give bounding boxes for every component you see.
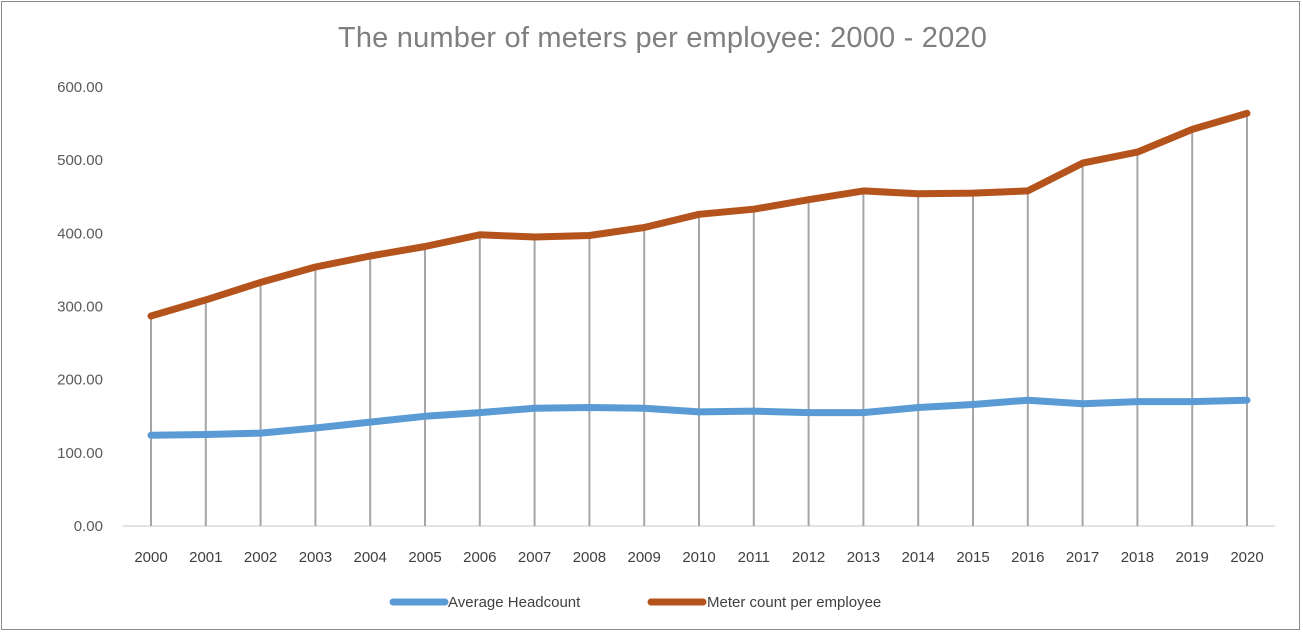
legend-label: Average Headcount [448, 594, 581, 611]
y-tick-label: 400.00 [57, 225, 103, 242]
series-line-1 [147, 396, 1251, 439]
x-tick-label: 2002 [244, 549, 277, 566]
x-tick-label: 2011 [738, 549, 770, 566]
x-tick-label: 2007 [518, 549, 551, 566]
x-tick-label: 2006 [463, 549, 496, 566]
x-tick-label: 2003 [299, 549, 332, 566]
x-tick-label: 2008 [573, 549, 606, 566]
x-tick-label: 2012 [792, 549, 825, 566]
x-tick-label: 2020 [1230, 549, 1263, 566]
x-tick-label: 2017 [1066, 549, 1099, 566]
series-line-2 [147, 109, 1251, 320]
legend: Average Headcount Meter count per employe… [389, 594, 881, 611]
x-tick-label: 2005 [408, 549, 441, 566]
y-tick-label: 600.00 [57, 79, 103, 96]
x-tick-label: 2016 [1011, 549, 1044, 566]
x-tick-label: 2009 [628, 549, 661, 566]
x-tick-label: 2014 [902, 549, 935, 566]
x-tick-label: 2013 [847, 549, 880, 566]
x-tick-label: 2004 [354, 549, 387, 566]
y-tick-label: 500.00 [57, 152, 103, 169]
x-tick-label: 2000 [134, 549, 167, 566]
x-tick-label: 2019 [1176, 549, 1209, 566]
x-tick-label: 2015 [956, 549, 989, 566]
x-tick-label: 2010 [682, 549, 715, 566]
y-tick-label: 100.00 [57, 445, 103, 462]
y-tick-label: 0.00 [74, 518, 103, 535]
y-tick-label: 200.00 [57, 372, 103, 389]
x-tick-label: 2001 [189, 549, 222, 566]
series-layer [147, 109, 1251, 439]
y-tick-label: 300.00 [57, 299, 103, 316]
drop-lines [150, 113, 1248, 526]
legend-label: Meter count per employee [707, 594, 881, 611]
x-tick-label: 2018 [1121, 549, 1154, 566]
tick-labels: 0.00 100.00 200.00 300.00 400.00 500.00 600.00… [57, 79, 1264, 566]
chart-title: The number of meters per employee: 2000 … [337, 22, 988, 54]
